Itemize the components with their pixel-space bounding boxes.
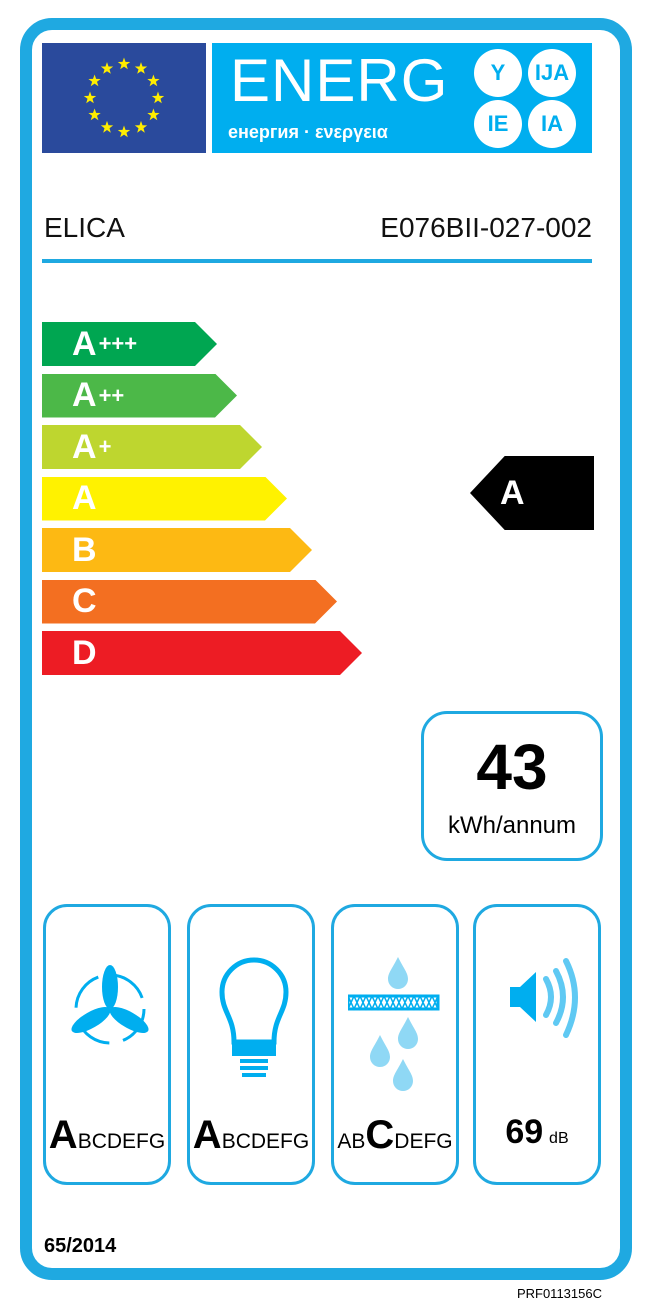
energy-class-plus: +++ (98, 331, 138, 356)
energy-class-label: D (72, 633, 97, 672)
energy-class-label: A (72, 427, 97, 466)
grease-filter-box: ABCDEFG (331, 904, 459, 1185)
energy-class-bar: A + (42, 425, 262, 469)
suffix-ija: IJA (528, 49, 576, 97)
noise-box: 69 dB (473, 904, 601, 1185)
star-icon (83, 91, 97, 104)
label-frame (20, 18, 632, 1280)
energy-class-bar: A +++ (42, 322, 217, 366)
energy-class-bar: D (42, 631, 362, 675)
logo-subtitle: енергия · ενεργεια (228, 122, 388, 142)
energy-class-bar: B (42, 528, 312, 572)
star-icon (134, 62, 148, 74)
lightbulb-icon (219, 957, 289, 1077)
fan-efficiency-box: ABCDEFG (43, 904, 171, 1185)
fan-icon (71, 965, 149, 1045)
supplier-name: ELICA (44, 212, 125, 243)
energy-class-plus: ++ (98, 382, 125, 408)
model-id: E076BII-027-002 (380, 212, 592, 243)
energy-class-bar: C (42, 579, 337, 624)
noise-level: 69 dB (505, 1113, 569, 1151)
consumption-value: 43 (476, 731, 548, 803)
star-icon (117, 57, 131, 70)
speaker-icon (510, 958, 578, 1038)
rating-label: A (500, 473, 525, 512)
label-code: PRF0113156C (516, 1286, 602, 1301)
star-icon (100, 120, 114, 133)
star-icon (88, 108, 101, 121)
energy-class-label: A (72, 376, 97, 414)
energy-class-bar: A ++ (42, 373, 237, 418)
suffix-y: Y (474, 49, 522, 97)
energy-class-label: C (72, 582, 97, 620)
star-icon (100, 62, 114, 74)
energy-class-label: B (72, 530, 97, 569)
eu-flag-icon (42, 43, 206, 153)
energy-class-plus: + (98, 434, 112, 459)
fan-class: ABCDEFG (48, 1113, 166, 1157)
energy-logo: ENERG енергия · ενεργεια Y IJA IE IA (212, 43, 592, 153)
energy-class-bar: A (42, 476, 287, 521)
grease-filter-icon (348, 957, 440, 1091)
grease-filter-class: ABCDEFG (337, 1113, 453, 1157)
star-icon (88, 74, 101, 87)
regulation-number: 65/2014 (44, 1235, 117, 1257)
consumption-box: 43 kWh/annum (421, 711, 603, 861)
divider (42, 259, 592, 263)
logo-word: ENERG (230, 47, 449, 114)
star-icon (147, 74, 160, 87)
star-icon (151, 91, 165, 104)
star-icon (147, 108, 160, 121)
lighting-efficiency-box: ABCDEFG (187, 904, 315, 1185)
consumption-unit: kWh/annum (447, 812, 577, 839)
star-icon (117, 125, 131, 138)
star-icon (134, 120, 148, 133)
energy-class-label: A (72, 324, 97, 363)
suffix-ia: IA (528, 100, 576, 148)
energy-class-label: A (72, 479, 97, 517)
lighting-class: ABCDEFG (192, 1113, 310, 1157)
suffix-ie: IE (474, 100, 522, 148)
